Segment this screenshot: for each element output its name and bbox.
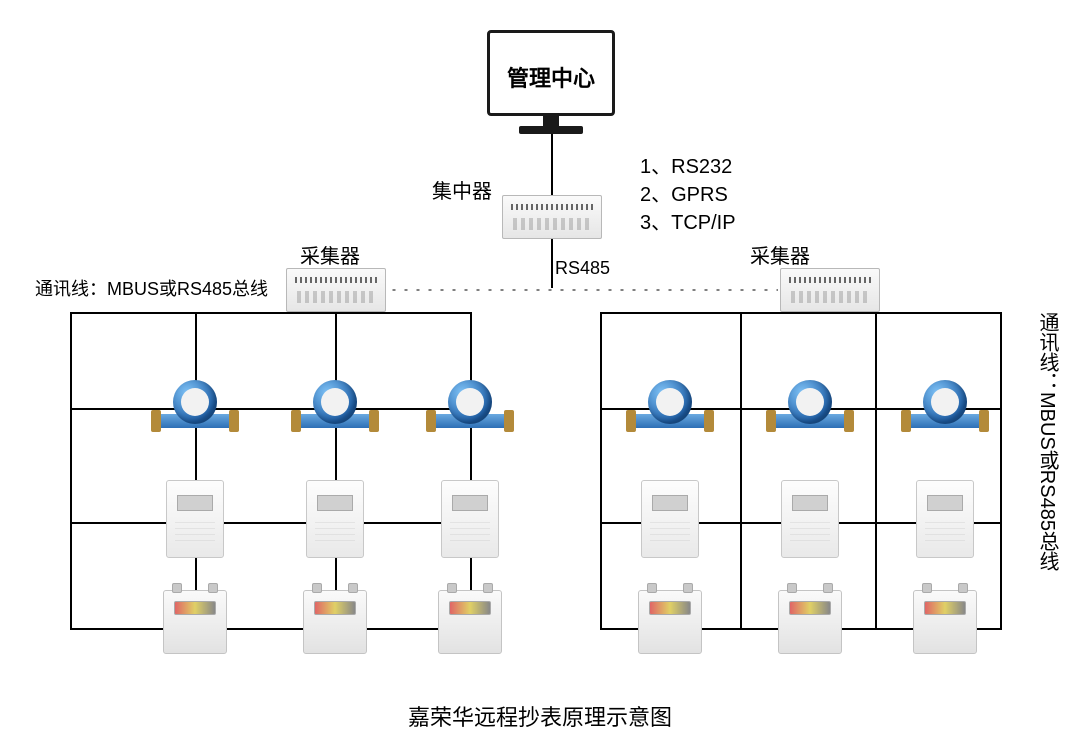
gas-meter-r2 (778, 590, 842, 654)
gas-meter-r1 (638, 590, 702, 654)
line-concentrator-to-bus (551, 239, 553, 288)
left-v1 (195, 312, 197, 628)
monitor-title: 管理中心 (490, 61, 612, 93)
comm-line-left-text: 通讯线：MBUS或RS485总线 (35, 275, 268, 301)
collector-left-label: 采集器 (300, 240, 360, 269)
right-v1 (600, 312, 602, 628)
monitor-base (519, 126, 583, 134)
left-v3 (470, 312, 472, 628)
collector-right-label: 采集器 (750, 240, 810, 269)
left-row-3 (70, 628, 472, 630)
protocol-2: 2、GPRS (640, 178, 728, 207)
elec-meter-r2 (781, 480, 839, 558)
left-v2 (335, 312, 337, 628)
gas-meter-l3 (438, 590, 502, 654)
right-outer-vertical (1000, 312, 1002, 628)
diagram-title: 嘉荣华远程抄表原理示意图 (0, 700, 1080, 732)
water-meter-r2 (770, 378, 850, 438)
elec-meter-l1 (166, 480, 224, 558)
elec-meter-l3 (441, 480, 499, 558)
protocol-3-idx: 3、 (640, 212, 671, 234)
protocol-1-name: RS232 (671, 156, 732, 178)
line-monitor-to-concentrator (551, 134, 553, 195)
protocol-3-name: TCP/IP (671, 212, 735, 234)
protocol-2-name: GPRS (671, 184, 728, 206)
elec-meter-r1 (641, 480, 699, 558)
bus-dotted-line (388, 288, 778, 292)
gas-meter-l1 (163, 590, 227, 654)
elec-meter-l2 (306, 480, 364, 558)
right-row-top (600, 312, 1002, 314)
water-meter-r3 (905, 378, 985, 438)
left-row-1 (70, 408, 472, 410)
concentrator-label: 集中器 (432, 175, 492, 204)
left-row-2 (70, 522, 472, 524)
concentrator-box (502, 195, 602, 239)
water-meter-l3 (430, 378, 510, 438)
protocol-1: 1、RS232 (640, 150, 732, 179)
bus-label: RS485 (555, 258, 610, 279)
management-center-monitor: 管理中心 (487, 30, 615, 134)
right-v2 (740, 312, 742, 628)
protocol-2-idx: 2、 (640, 184, 671, 206)
water-meter-r1 (630, 378, 710, 438)
elec-meter-r3 (916, 480, 974, 558)
water-meter-l1 (155, 378, 235, 438)
collector-left-box (286, 268, 386, 312)
left-outer-vertical (70, 312, 72, 628)
protocol-3: 3、TCP/IP (640, 206, 736, 235)
gas-meter-l2 (303, 590, 367, 654)
left-row-top (70, 312, 472, 314)
collector-right-box (780, 268, 880, 312)
protocol-1-idx: 1、 (640, 156, 671, 178)
water-meter-l2 (295, 378, 375, 438)
gas-meter-r3 (913, 590, 977, 654)
monitor-bezel: 管理中心 (487, 30, 615, 116)
monitor-neck (543, 116, 559, 126)
right-v3 (875, 312, 877, 628)
comm-line-right-text: 通讯线：MBUS或RS485总线 (1033, 312, 1062, 571)
